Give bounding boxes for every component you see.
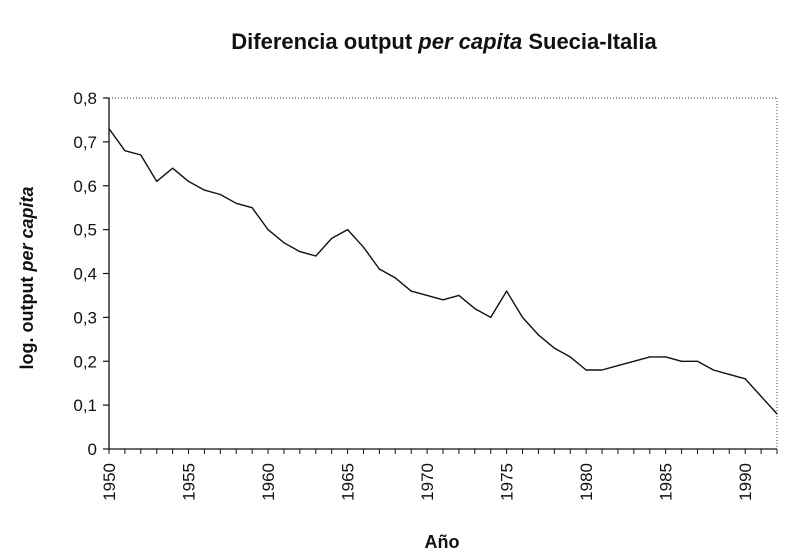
title-part: Suecia-Italia: [522, 29, 657, 54]
x-tick-label: 1960: [259, 463, 278, 501]
data-point: [299, 251, 301, 253]
data-point: [776, 413, 778, 415]
data-point: [394, 277, 396, 279]
data-point: [760, 395, 762, 397]
data-point: [537, 334, 540, 336]
data-point: [442, 299, 444, 301]
data-point: [267, 229, 269, 231]
data-point: [712, 369, 715, 371]
data-point: [649, 356, 651, 358]
y-tick-label: 0: [88, 440, 97, 459]
data-point: [474, 308, 476, 310]
data-point: [315, 255, 317, 257]
chart-title: Diferencia output per capita Suecia-Ital…: [231, 29, 657, 54]
data-point: [331, 237, 333, 239]
data-point: [235, 202, 237, 204]
x-tick-label: 1980: [577, 463, 596, 501]
data-point: [219, 193, 221, 196]
data-point: [347, 229, 349, 231]
data-point: [728, 373, 730, 375]
data-point: [585, 369, 587, 371]
data-point: [156, 180, 158, 182]
data-point: [665, 356, 667, 358]
y-tick-label: 0,8: [73, 89, 97, 108]
y-tick-label: 0,4: [73, 265, 97, 284]
y-tick-label: 0,7: [73, 133, 97, 152]
data-point: [681, 360, 683, 362]
x-tick-label: 1990: [736, 463, 755, 501]
y-tick-label: 0,3: [73, 308, 97, 327]
y-axis: 0 0,1 0,2 0,3 0,4 0,5 0,6 0,7 0,8: [73, 89, 109, 459]
data-point: [378, 268, 380, 270]
x-tick-label: 1970: [418, 463, 437, 501]
x-tick-label: 1965: [339, 463, 358, 501]
data-point: [696, 360, 699, 362]
series-line: [108, 128, 778, 415]
y-tick-label: 0,5: [73, 221, 97, 240]
data-point: [490, 316, 492, 318]
data-point: [744, 378, 746, 380]
y-axis-title-part: per capita: [17, 186, 37, 272]
data-point: [458, 294, 460, 296]
y-tick-label: 0,6: [73, 177, 97, 196]
y-tick-label: 0,2: [73, 352, 97, 371]
x-tick-label: 1975: [498, 463, 517, 501]
data-point: [569, 356, 571, 358]
x-tick-label: 1955: [180, 463, 199, 501]
y-axis-title: log. output per capita: [17, 186, 37, 369]
data-point: [617, 365, 619, 367]
data-point: [108, 128, 110, 130]
title-part: per capita: [417, 29, 522, 54]
data-point: [601, 369, 603, 371]
y-tick-label: 0,1: [73, 396, 97, 415]
data-point: [633, 360, 635, 362]
title-part: Diferencia output: [231, 29, 418, 54]
x-tick-label: 1950: [100, 463, 119, 501]
data-point: [283, 242, 285, 244]
data-point: [521, 316, 524, 318]
data-point: [172, 167, 174, 169]
data-point: [553, 347, 555, 349]
data-point: [362, 246, 365, 248]
y-axis-title-part: log. output: [17, 272, 37, 370]
data-point: [140, 154, 142, 156]
data-point: [506, 290, 508, 292]
data-point: [203, 189, 205, 191]
x-axis: 1950 1955 1960 1965 1970 1975 1980 1985 1990: [100, 449, 778, 501]
x-tick-label: 1985: [657, 463, 676, 501]
data-point: [410, 290, 412, 292]
data-point: [251, 207, 253, 209]
data-point: [187, 180, 190, 182]
plot-area: [108, 97, 778, 450]
series-layer: [108, 128, 778, 415]
data-point: [426, 294, 428, 296]
x-axis-title: Año: [425, 532, 460, 552]
data-point: [124, 150, 126, 152]
